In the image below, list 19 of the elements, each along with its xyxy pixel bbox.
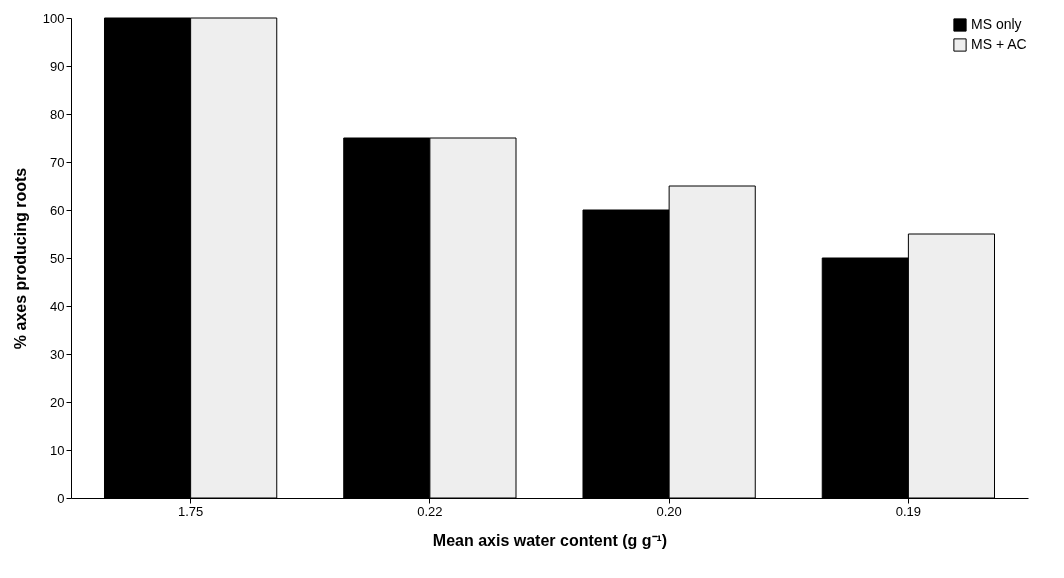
x-tick-label: 0.19 bbox=[895, 503, 922, 519]
y-tick-label: 20 bbox=[50, 394, 65, 410]
y-tick-label: 10 bbox=[50, 442, 65, 458]
x-axis-title: Mean axis water content (g g⁻¹) bbox=[432, 531, 668, 549]
y-tick-label: 40 bbox=[50, 298, 65, 314]
y-tick-label: 100 bbox=[42, 10, 65, 26]
legend-label: MS only bbox=[971, 16, 1022, 32]
y-tick-label: 50 bbox=[50, 250, 65, 266]
y-tick-label: 70 bbox=[50, 154, 65, 170]
legend-label: MS + AC bbox=[971, 36, 1027, 52]
y-tick-label: 30 bbox=[50, 346, 65, 362]
y-tick-label: 0 bbox=[57, 490, 65, 506]
x-tick-label: 0.20 bbox=[656, 503, 682, 519]
x-tick-label: 1.75 bbox=[177, 503, 204, 519]
y-tick-label: 90 bbox=[50, 58, 65, 74]
y-tick-label: 60 bbox=[50, 202, 65, 218]
y-axis-title: % axes producing roots bbox=[11, 167, 29, 350]
y-tick-label: 80 bbox=[50, 106, 65, 122]
x-tick-label: 0.22 bbox=[417, 503, 443, 519]
